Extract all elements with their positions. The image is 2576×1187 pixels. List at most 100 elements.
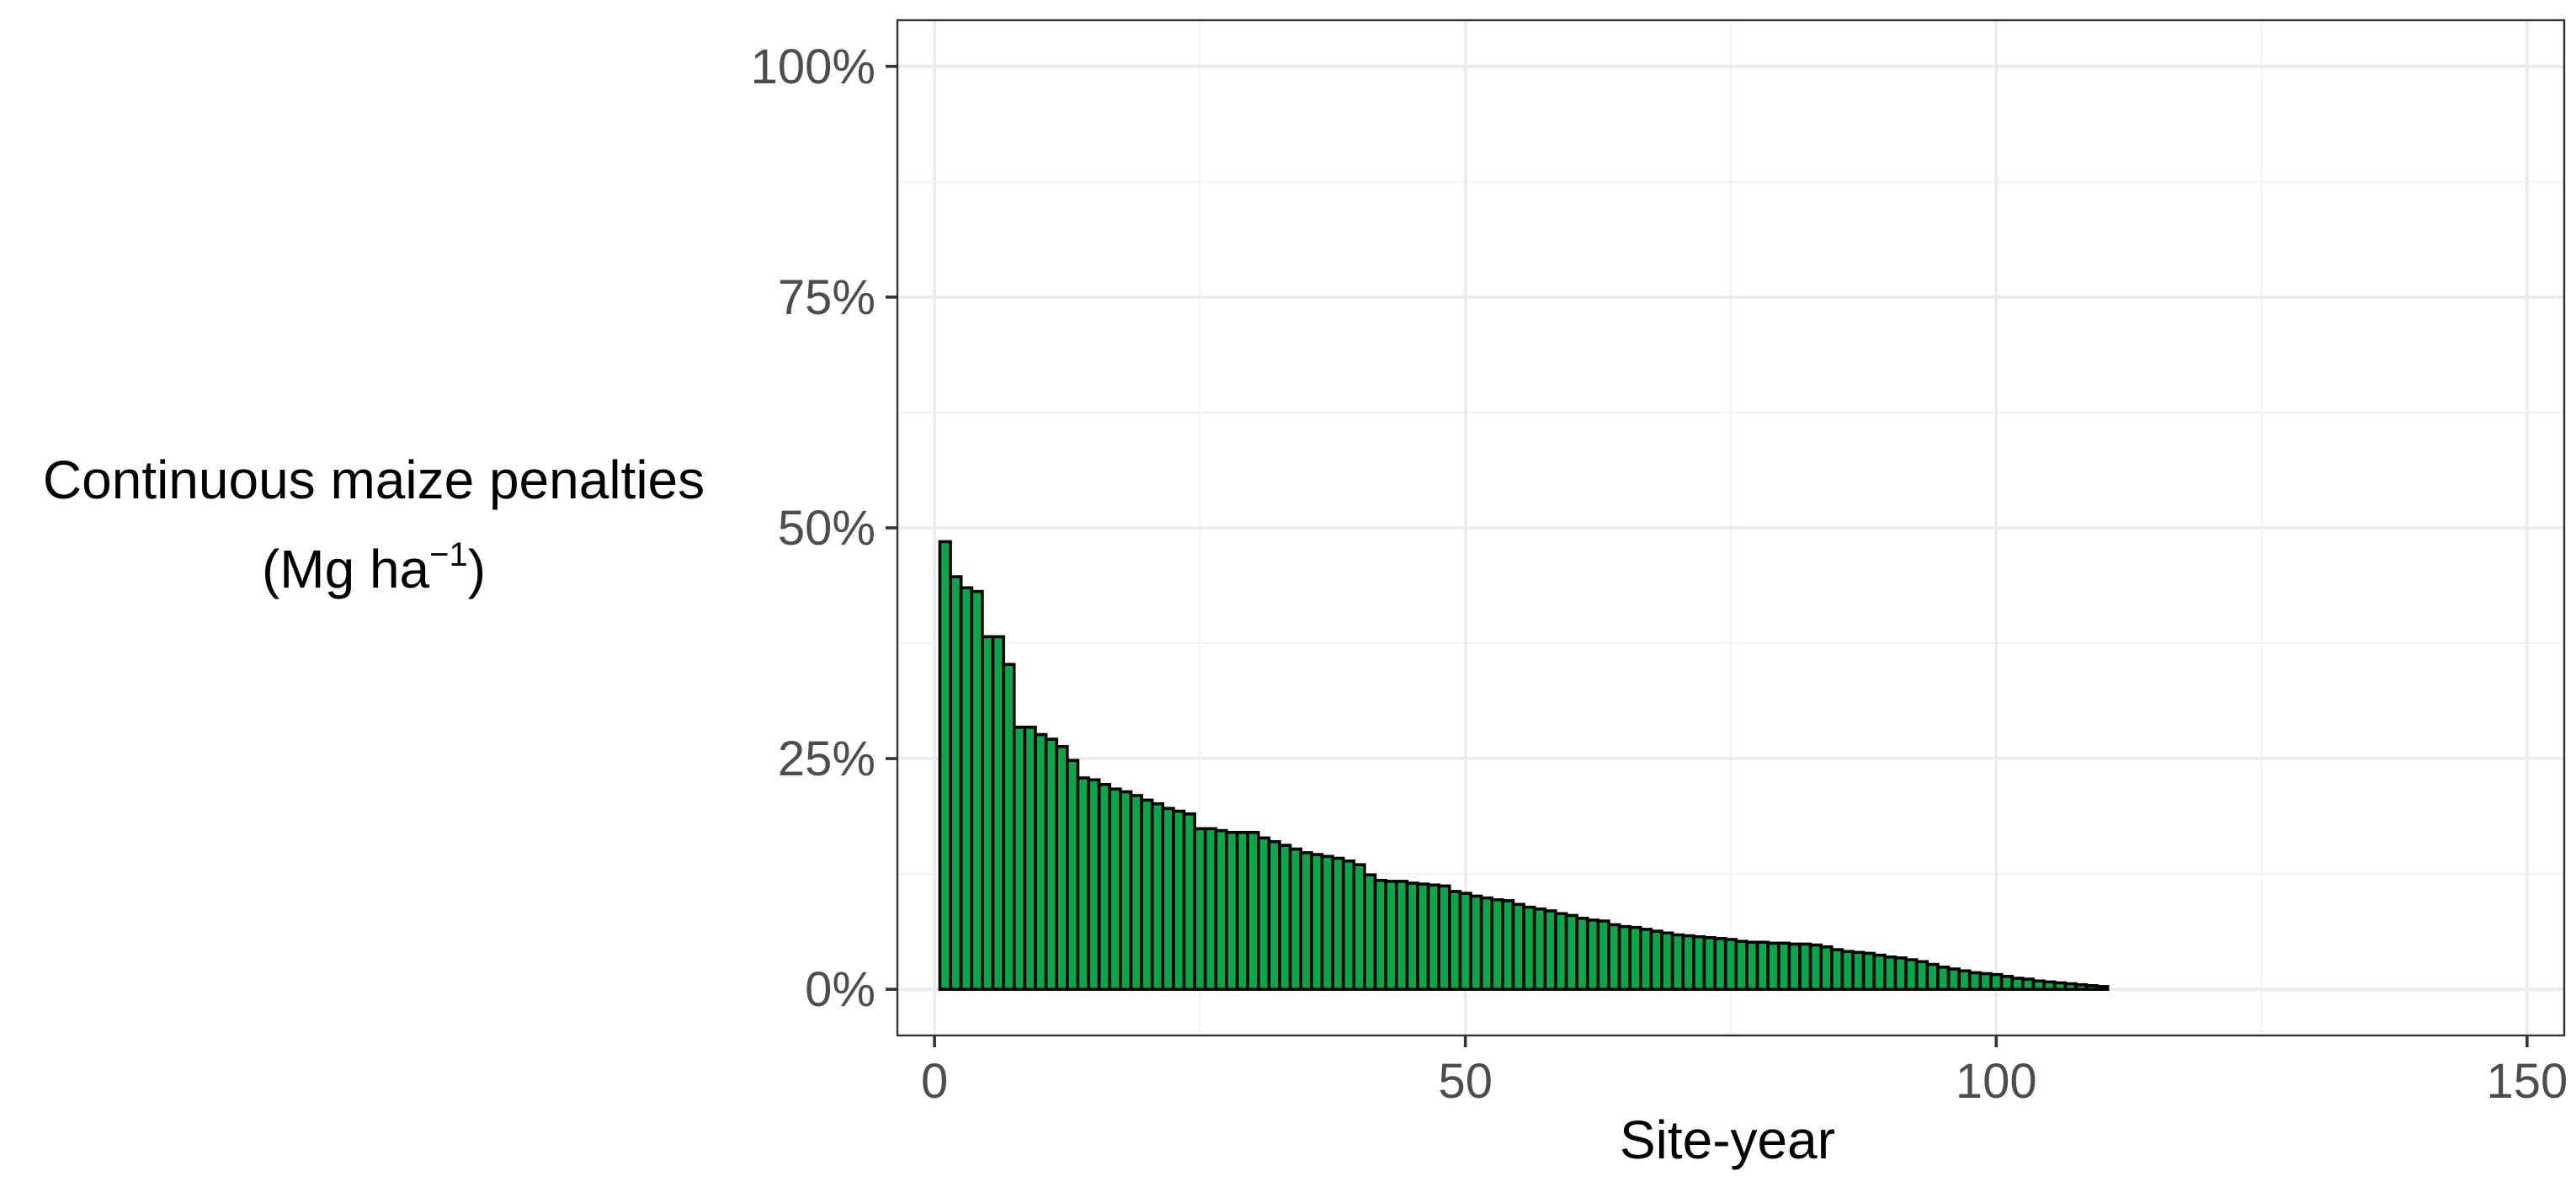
bar [1660,931,1674,991]
bar [1437,884,1451,991]
bar [1978,971,1993,991]
bar [1108,787,1122,991]
bar [1097,782,1112,991]
x-tick-label: 0 [921,1054,948,1109]
bar [1363,873,1377,991]
bar [981,635,995,991]
x-axis-title: Site-year [1620,1110,1835,1170]
y-axis-title-line-1: Continuous maize penalties [43,450,705,510]
bar [1140,798,1154,991]
bar [2021,977,2036,991]
bar [1320,854,1334,991]
bar [1861,951,1876,991]
bar [1479,896,1494,991]
bar [1670,933,1685,991]
bar [1936,966,1951,991]
bar [1119,790,1133,991]
bar [1755,940,1770,991]
bar [1490,898,1504,991]
bar [1893,956,1908,991]
bar [1819,945,1834,991]
bar [2095,985,2110,991]
bar [1564,913,1578,991]
bar [1076,776,1090,991]
bar [959,586,974,991]
bar [1830,948,1844,991]
y-tick-label: 0% [805,962,876,1017]
bar [1458,892,1472,991]
bar [1575,916,1589,991]
y-tick-label: 75% [778,270,876,325]
bar [1267,839,1281,991]
bar [1851,950,1865,991]
bar [1766,941,1780,991]
axes: 0 50 100 150 0% 25% 50% 75% 100% [751,40,2568,1109]
bar [1745,940,1759,991]
bar [1999,975,2014,991]
y-axis-title-exponent: −1 [429,536,468,573]
bars [938,540,2110,991]
bar [1278,844,1292,991]
bar [1087,778,1101,991]
bar [1182,812,1196,991]
bar [1734,939,1748,991]
bar [1246,830,1260,991]
x-tick-label: 100 [1956,1054,2037,1109]
bar [1426,883,1440,991]
bar [1193,827,1207,991]
bar [1044,737,1058,991]
x-tick-label: 150 [2486,1054,2568,1109]
bar [1012,726,1027,991]
y-tick-label: 25% [778,732,876,786]
bar [970,589,984,991]
bar [1596,919,1610,991]
bar [1914,960,1929,991]
bar [1883,955,1897,991]
bar [1522,905,1536,991]
y-axis-title-units: (Mg ha [262,539,430,599]
bar [1394,880,1409,991]
bar [2074,982,2089,991]
bar [1511,902,1525,991]
bar [1002,663,1016,991]
bar [1946,967,1961,991]
bar [1840,950,1855,991]
bar [1299,851,1313,991]
bar [2084,983,2099,991]
bar [1681,934,1695,991]
bar [2031,979,2046,991]
bar [1447,890,1462,991]
bar [1723,938,1738,991]
bar [1501,899,1515,991]
x-tick-label: 50 [1438,1054,1493,1109]
bar [1649,929,1663,991]
bar [1225,830,1239,991]
bar [1405,881,1419,991]
y-tick-label: 100% [751,40,876,94]
bar [2052,981,2068,991]
bar [1172,809,1186,991]
bar [949,575,963,991]
bar [1798,942,1812,991]
bar [1034,732,1048,991]
grid [897,20,2564,1035]
bar [1469,894,1483,991]
bar [1628,925,1642,991]
bar [1331,856,1345,991]
bar [1150,802,1165,991]
bar [1692,934,1706,991]
bar [1310,853,1324,991]
bar [1384,880,1398,991]
bar [1787,942,1802,991]
bar [1808,943,1823,991]
bar [2042,980,2057,991]
bar [1585,918,1600,991]
bar [1554,912,1568,991]
bar [1023,726,1037,991]
y-tick-label: 50% [778,501,876,556]
bar [1904,958,1919,991]
bar [1416,882,1430,991]
bar [1989,972,2004,991]
bar [1543,909,1557,991]
bar [1957,969,1972,991]
